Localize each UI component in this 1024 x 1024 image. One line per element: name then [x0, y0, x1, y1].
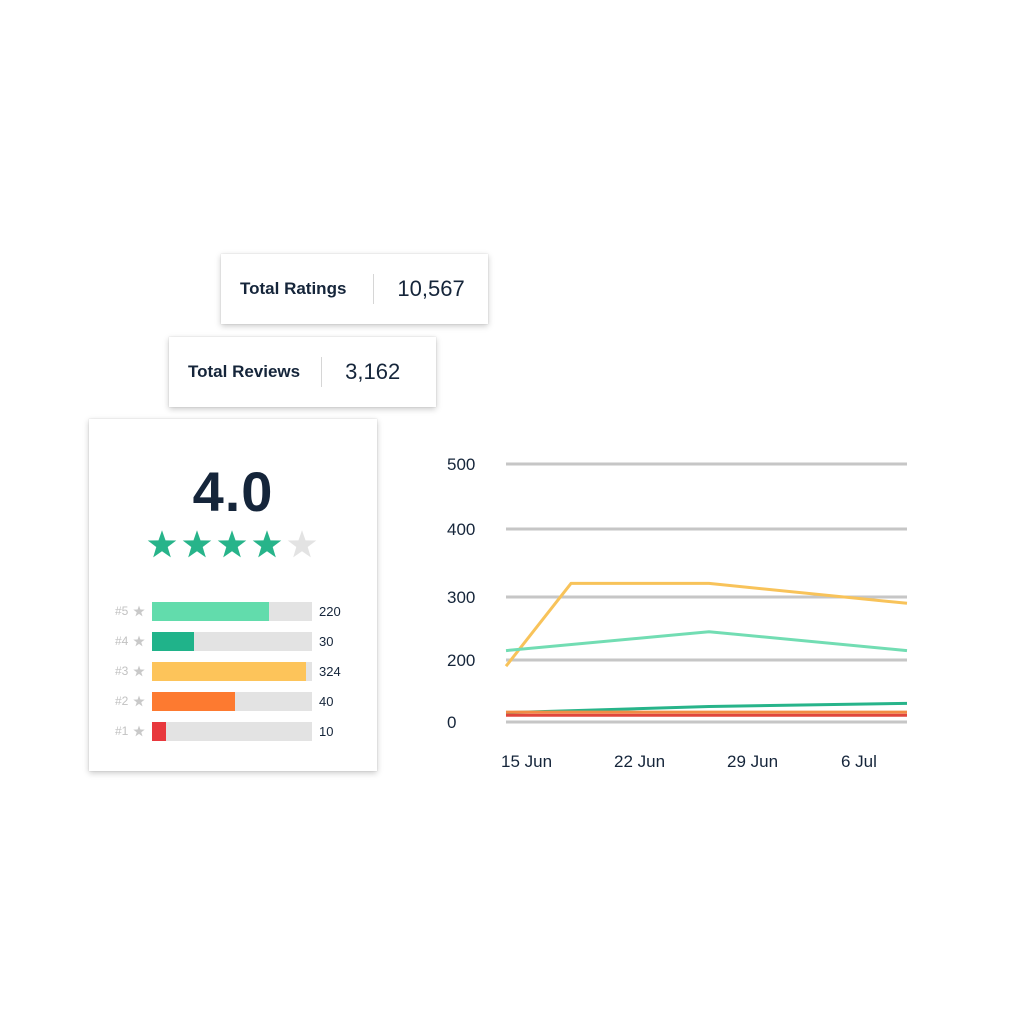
star-empty-icon — [287, 530, 317, 558]
x-tick-label: 15 Jun — [501, 752, 552, 771]
total-reviews-label: Total Reviews — [188, 362, 301, 381]
distribution-rank-label: #1 — [115, 724, 129, 738]
distribution-bar-track — [152, 662, 312, 681]
star-small-icon — [133, 725, 145, 737]
rating-summary-card: 4.0 #5 220 #4 30 #3 324 #2 40 #1 10 — [89, 419, 377, 771]
star-filled-icon — [252, 530, 282, 558]
distribution-bar-fill — [152, 602, 269, 621]
star-filled-icon — [217, 530, 247, 558]
x-tick-label: 6 Jul — [841, 752, 877, 771]
x-tick-label: 22 Jun — [614, 752, 665, 771]
y-tick-label: 200 — [447, 651, 475, 670]
distribution-bar-fill — [152, 632, 194, 651]
star-small-icon — [133, 635, 145, 647]
star-filled-icon — [182, 530, 212, 558]
total-ratings-value: 10,567 — [397, 276, 465, 301]
x-tick-label: 29 Jun — [727, 752, 778, 771]
distribution-rank-label: #4 — [115, 634, 129, 648]
star-small-icon — [133, 665, 145, 677]
distribution-bar-fill — [152, 662, 306, 681]
distribution-rank-label: #5 — [115, 604, 129, 618]
distribution-row: #3 324 — [89, 661, 377, 681]
distribution-count: 10 — [319, 724, 334, 739]
distribution-row: #5 220 — [89, 601, 377, 621]
distribution-row: #2 40 — [89, 691, 377, 711]
star-small-icon — [133, 605, 145, 617]
y-tick-label: 300 — [447, 588, 475, 607]
star-filled-icon — [147, 530, 177, 558]
distribution-row: #4 30 — [89, 631, 377, 651]
star-small-icon — [133, 695, 145, 707]
total-ratings-divider — [373, 274, 375, 304]
distribution-bar-track — [152, 602, 312, 621]
total-reviews-value: 3,162 — [345, 359, 401, 384]
series-line — [505, 630, 908, 653]
distribution-row: #1 10 — [89, 721, 377, 741]
total-ratings-label: Total Ratings — [240, 279, 347, 298]
total-reviews-divider — [321, 357, 323, 387]
distribution-rank-label: #2 — [115, 694, 129, 708]
series-line — [504, 581, 908, 668]
distribution-bar-track — [152, 692, 312, 711]
rating-trend-chart: 0 200 300 400 500 15 Jun 22 Jun 29 Jun 6 Jul — [447, 455, 908, 771]
y-tick-label: 500 — [447, 455, 475, 474]
distribution-count: 220 — [319, 604, 341, 619]
y-tick-label: 0 — [447, 713, 456, 732]
distribution-count: 40 — [319, 694, 334, 709]
distribution-count: 30 — [319, 634, 334, 649]
distribution-count: 324 — [319, 664, 341, 679]
total-ratings-card: Total Ratings 10,567 — [221, 254, 488, 324]
average-rating: 4.0 — [192, 460, 274, 523]
distribution-bar-track — [152, 632, 312, 651]
distribution-bar-fill — [152, 722, 167, 741]
total-reviews-card: Total Reviews 3,162 — [169, 337, 436, 407]
distribution-rank-label: #3 — [115, 664, 129, 678]
distribution-bar-track — [152, 722, 312, 741]
y-tick-label: 400 — [447, 520, 475, 539]
distribution-bar-fill — [152, 692, 236, 711]
